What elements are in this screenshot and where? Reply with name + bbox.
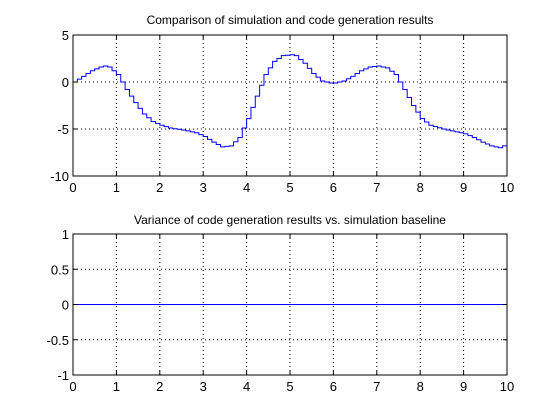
variance-plot-ytick-label-0: 0 bbox=[62, 298, 69, 313]
comparison-plot-xtick-label-1: 1 bbox=[113, 180, 120, 195]
comparison-plot-xtick-label-10: 10 bbox=[500, 180, 514, 195]
variance-plot-xtick-label-5: 5 bbox=[286, 379, 293, 394]
comparison-plot-title: Comparison of simulation and code genera… bbox=[147, 13, 434, 27]
variance-plot-xtick-label-4: 4 bbox=[243, 379, 250, 394]
variance-plot-xtick-label-0: 0 bbox=[69, 379, 76, 394]
variance-plot-ytick-label--0.5: -0.5 bbox=[47, 333, 69, 348]
variance-plot-ytick-label--1: -1 bbox=[57, 368, 69, 383]
comparison-plot-xtick-label-6: 6 bbox=[330, 180, 337, 195]
comparison-plot-xtick-label-2: 2 bbox=[156, 180, 163, 195]
comparison-plot-xtick-label-8: 8 bbox=[417, 180, 424, 195]
variance-plot-xtick-label-3: 3 bbox=[200, 379, 207, 394]
comparison-plot-xtick-label-4: 4 bbox=[243, 180, 250, 195]
variance-plot-ytick-label-0.5: 0.5 bbox=[51, 262, 69, 277]
comparison-plot-data bbox=[73, 54, 508, 149]
comparison-plot-grid bbox=[73, 35, 507, 176]
variance-plot-xtick-label-7: 7 bbox=[373, 379, 380, 394]
comparison-plot: Comparison of simulation and code genera… bbox=[50, 13, 514, 195]
comparison-plot-xtick-label-9: 9 bbox=[460, 180, 467, 195]
comparison-plot-xtick-label-0: 0 bbox=[69, 180, 76, 195]
comparison-plot-ytick-label--5: -5 bbox=[57, 122, 69, 137]
variance-plot-xtick-label-9: 9 bbox=[460, 379, 467, 394]
variance-plot-xtick-label-2: 2 bbox=[156, 379, 163, 394]
comparison-plot-ytick-label-0: 0 bbox=[62, 75, 69, 90]
comparison-plot-series-line-0 bbox=[73, 54, 508, 149]
variance-plot-xtick-label-1: 1 bbox=[113, 379, 120, 394]
comparison-plot-ytick-label--10: -10 bbox=[50, 169, 69, 184]
comparison-plot-ticks: 0 1 2 3 4 5 6 7 8 9 10 5 0 -5 -10 bbox=[50, 28, 514, 195]
variance-plot-ticks: 0 1 2 3 4 5 6 7 8 9 10 1 0.5 0 -0.5 -1 bbox=[47, 227, 515, 394]
comparison-plot-xtick-label-5: 5 bbox=[286, 180, 293, 195]
comparison-plot-xtick-label-7: 7 bbox=[373, 180, 380, 195]
comparison-plot-xtick-label-3: 3 bbox=[200, 180, 207, 195]
comparison-plot-ytick-label-5: 5 bbox=[62, 28, 69, 43]
variance-plot: Variance of code generation results vs. … bbox=[47, 213, 515, 394]
variance-plot-xtick-label-8: 8 bbox=[417, 379, 424, 394]
variance-plot-ytick-label-1: 1 bbox=[62, 227, 69, 242]
variance-plot-xtick-label-10: 10 bbox=[500, 379, 514, 394]
variance-plot-title: Variance of code generation results vs. … bbox=[134, 213, 446, 227]
variance-plot-xtick-label-6: 6 bbox=[330, 379, 337, 394]
